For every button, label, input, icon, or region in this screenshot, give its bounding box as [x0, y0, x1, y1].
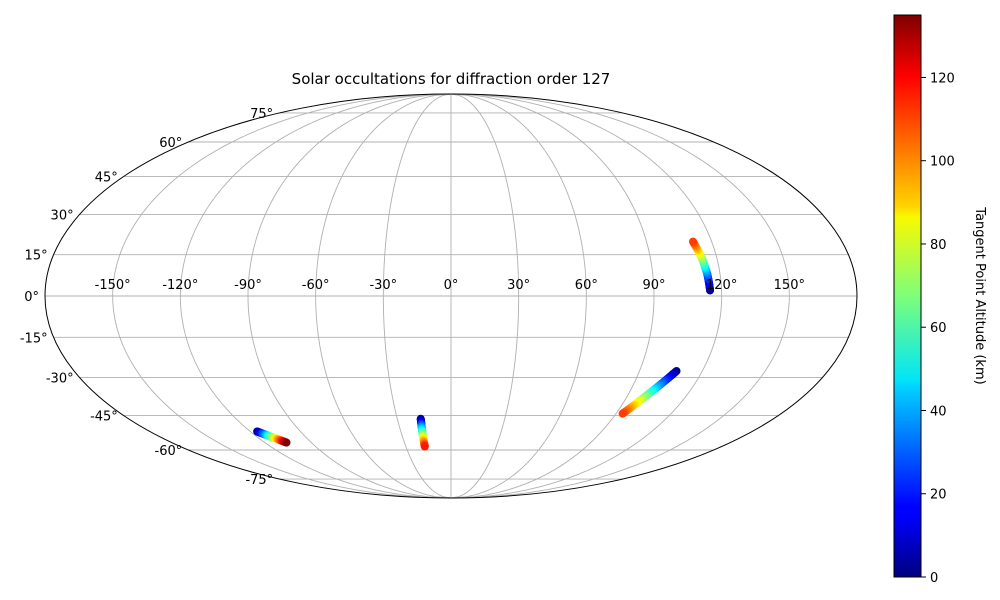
colorbar-tick-label: 0	[930, 571, 938, 586]
lon-tick-label: 150°	[774, 278, 805, 293]
occultation-track	[253, 427, 291, 447]
lon-tick-label: 30°	[507, 278, 530, 293]
lat-tick-label: -75°	[245, 473, 273, 488]
lat-tick-label: 0°	[24, 290, 39, 305]
track-point	[420, 442, 429, 451]
occultation-track	[618, 367, 681, 418]
lon-tick-label: 60°	[575, 278, 598, 293]
latitude-tick-labels: -75° -60° -45° -30° -15° 0° 15° 30° 45° 60° 75°	[20, 107, 273, 488]
map-boundary	[44, 93, 858, 499]
colorbar: 0 20 40 60 80 100 120 Tangent Point Altitude (…	[893, 14, 987, 586]
track-point	[618, 409, 627, 418]
occultation-tracks	[253, 237, 715, 451]
lat-tick-label: 15°	[25, 249, 48, 264]
lat-tick-label: -30°	[46, 372, 74, 387]
colorbar-tick-label: 100	[930, 155, 955, 170]
colorbar-label: Tangent Point Altitude (km)	[972, 206, 987, 384]
lat-tick-label: 30°	[51, 208, 74, 223]
lon-tick-label: -150°	[95, 278, 131, 293]
lon-tick-label: 90°	[642, 278, 665, 293]
lon-tick-label: -120°	[162, 278, 198, 293]
colorbar-ticks: 0 20 40 60 80 100 120	[921, 71, 955, 586]
lat-tick-label: 75°	[250, 107, 273, 122]
colorbar-tick-label: 20	[930, 488, 947, 503]
track-point	[282, 438, 291, 447]
track-point	[688, 237, 697, 246]
occultation-track	[688, 237, 715, 295]
occultation-track	[416, 414, 429, 451]
lat-tick-label: 45°	[95, 170, 118, 185]
graticule	[45, 94, 857, 498]
colorbar-tick-label: 60	[930, 321, 947, 336]
chart-title: Solar occultations for diffraction order…	[292, 70, 611, 88]
lat-tick-label: 60°	[159, 136, 182, 151]
lon-tick-label: -60°	[302, 278, 330, 293]
lon-tick-label: 120°	[706, 278, 737, 293]
lat-tick-label: -60°	[155, 444, 183, 459]
longitude-tick-labels: -150° -120° -90° -60° -30° 0° 30° 60° 90° 120° 150…	[95, 278, 805, 293]
colorbar-gradient	[893, 14, 922, 578]
colorbar-tick-label: 40	[930, 404, 947, 419]
colorbar-tick-label: 80	[930, 238, 947, 253]
colorbar-tick-label: 120	[930, 71, 955, 86]
lon-tick-label: 0°	[444, 278, 459, 293]
lon-tick-label: -30°	[369, 278, 397, 293]
lat-tick-label: -15°	[20, 331, 48, 346]
lon-tick-label: -90°	[234, 278, 262, 293]
lat-tick-label: -45°	[90, 410, 118, 425]
